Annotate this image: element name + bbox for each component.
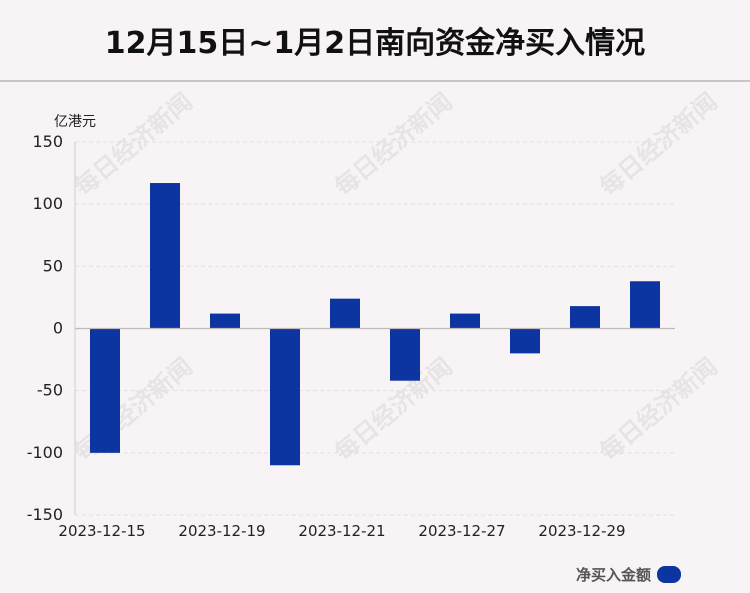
bar: [630, 281, 660, 329]
y-tick-label: 0: [53, 319, 63, 338]
page-title: 12月15日~1月2日南向资金净买入情况: [104, 26, 646, 61]
x-tick-label: 2023-12-27: [418, 522, 505, 540]
x-tick-label: 2023-12-21: [298, 522, 385, 540]
bar: [570, 306, 600, 329]
legend-swatch: [657, 565, 682, 583]
y-tick-label: -150: [27, 505, 63, 524]
x-tick-label: 2023-12-29: [538, 522, 625, 540]
bar: [390, 328, 420, 381]
bar: [90, 328, 120, 453]
y-tick-label: -50: [37, 381, 63, 400]
y-tick-label: -100: [27, 443, 63, 462]
legend[interactable]: 净买入金额: [576, 563, 682, 585]
x-tick-label: 2023-12-19: [178, 522, 265, 540]
title-divider: [0, 80, 750, 82]
y-axis-unit-label: 亿港元: [54, 114, 96, 130]
y-tick-label: 100: [32, 194, 63, 213]
bar: [510, 328, 540, 354]
x-tick-label: 2023-12-15: [58, 522, 145, 540]
legend-label: 净买入金额: [576, 565, 652, 584]
y-tick-label: 150: [32, 132, 63, 151]
bar: [150, 183, 180, 329]
bar: [330, 298, 360, 329]
y-tick-label: 50: [43, 256, 63, 275]
bar: [210, 313, 240, 329]
bar: [270, 328, 300, 466]
bar: [450, 313, 480, 329]
